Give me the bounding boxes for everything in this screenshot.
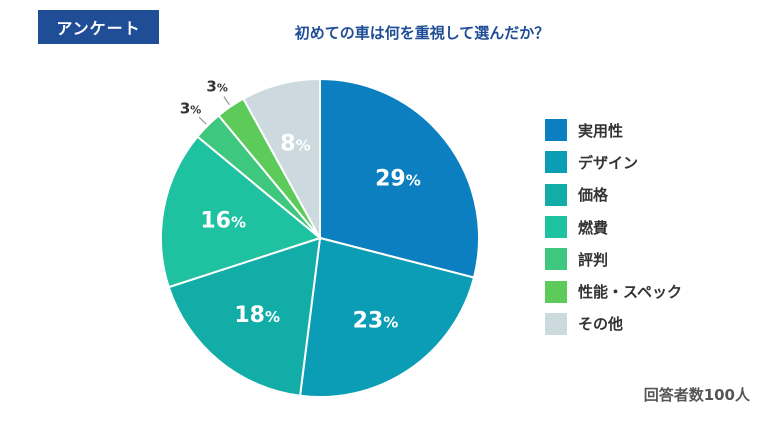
- legend-item-5: 評判: [545, 243, 682, 275]
- leader-line-6: [223, 96, 230, 106]
- pie-slice-1: [319, 77, 480, 279]
- legend-item-6: 性能・スペック: [545, 275, 682, 307]
- legend-label: その他: [578, 315, 624, 334]
- chart-title: 初めての車は何を重視して選んだか？: [294, 24, 550, 42]
- legend-item-7: その他: [545, 308, 682, 340]
- leader-line-5: [198, 116, 207, 125]
- respondent-count: 回答者数100人: [643, 386, 750, 404]
- slice-value-label-7: 8%: [280, 132, 310, 157]
- legend-item-4: 燃費: [545, 211, 682, 243]
- slice-value-label-6: 3%: [206, 78, 227, 96]
- legend-label: デザイン: [578, 153, 639, 172]
- pie-slice-2: [298, 236, 476, 398]
- legend-swatch: [545, 119, 567, 142]
- legend-swatch: [545, 312, 567, 335]
- legend-label: 燃費: [578, 218, 609, 237]
- legend-item-3: 価格: [545, 179, 682, 211]
- legend-swatch: [545, 248, 567, 271]
- legend-label: 評判: [578, 250, 609, 269]
- slice-value-label-3: 18%: [234, 303, 280, 328]
- legend-item-1: 実用性: [545, 114, 682, 146]
- legend-swatch: [545, 183, 567, 206]
- slice-value-label-5: 3%: [180, 100, 201, 118]
- legend-swatch: [545, 280, 567, 303]
- legend-swatch: [545, 216, 567, 239]
- pie-slice-3: [167, 236, 322, 397]
- survey-badge: アンケート: [38, 10, 159, 44]
- legend-label: 価格: [578, 186, 609, 205]
- pie-slice-4: [160, 135, 323, 289]
- legend-swatch: [545, 151, 567, 174]
- legend: 実用性デザイン価格燃費評判性能・スペック その他: [545, 114, 682, 340]
- slice-value-label-4: 16%: [200, 209, 246, 234]
- slice-value-label-1: 29%: [375, 167, 421, 192]
- slice-value-label-2: 23%: [353, 309, 399, 334]
- pie-slice-7: [242, 77, 321, 239]
- legend-label: 実用性: [578, 121, 624, 140]
- legend-item-2: デザイン: [545, 146, 682, 178]
- legend-label: 性能・スペック: [578, 283, 682, 302]
